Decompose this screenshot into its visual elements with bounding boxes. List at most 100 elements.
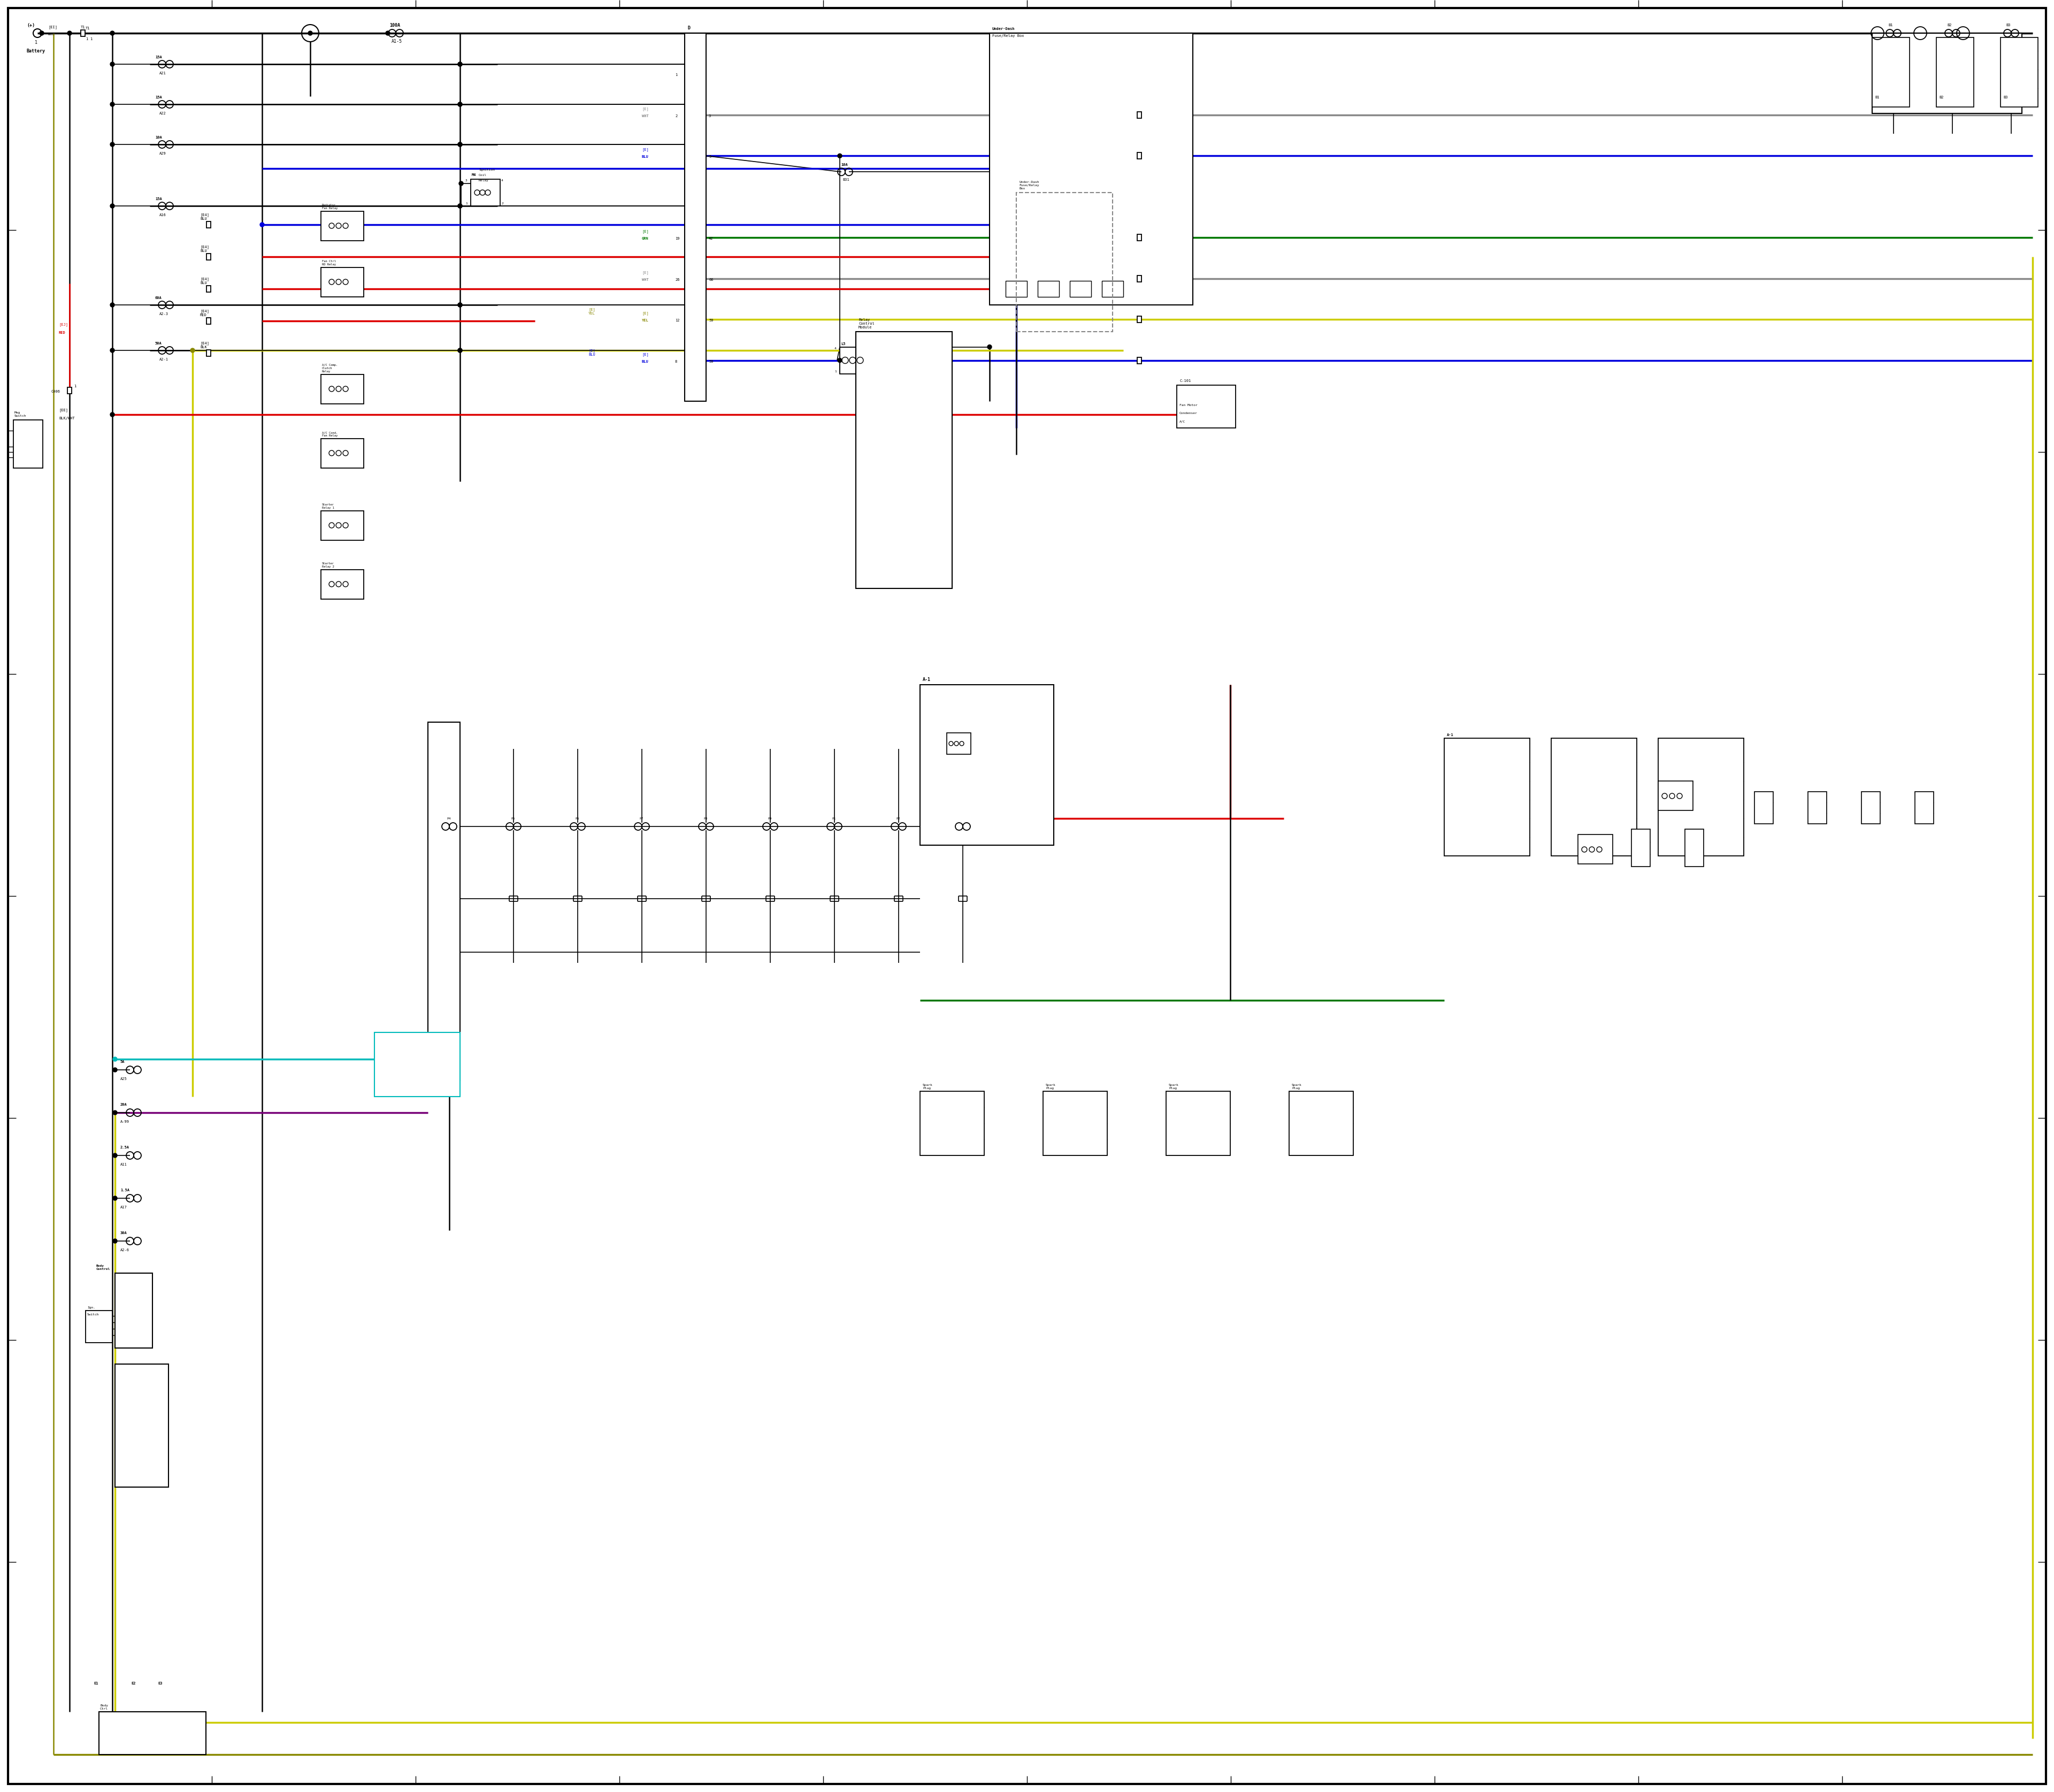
Text: BLK/WHT: BLK/WHT bbox=[60, 418, 74, 419]
Text: Ign.: Ign. bbox=[86, 1306, 94, 1308]
Bar bbox=[1006, 281, 1027, 297]
Bar bbox=[1551, 738, 1637, 857]
Bar bbox=[320, 570, 364, 599]
Text: 1: 1 bbox=[35, 39, 37, 45]
Bar bbox=[1138, 111, 1142, 118]
Text: 19: 19 bbox=[676, 237, 680, 240]
Text: P9: P9 bbox=[768, 817, 772, 821]
Text: 59: 59 bbox=[709, 360, 713, 364]
Bar bbox=[1631, 830, 1649, 867]
Bar bbox=[374, 1032, 460, 1097]
Bar bbox=[115, 1272, 152, 1348]
Text: Relay 1: Relay 1 bbox=[857, 346, 871, 349]
Text: A29: A29 bbox=[160, 152, 166, 156]
Text: A16: A16 bbox=[160, 213, 166, 217]
Bar bbox=[1138, 276, 1142, 281]
Text: 20A: 20A bbox=[121, 1104, 127, 1106]
Bar bbox=[1914, 792, 1933, 824]
Bar bbox=[320, 211, 364, 240]
Text: Body
Ctrl: Body Ctrl bbox=[101, 1704, 109, 1710]
Bar bbox=[857, 332, 953, 588]
Text: 2: 2 bbox=[676, 115, 678, 118]
Circle shape bbox=[458, 102, 462, 106]
Bar bbox=[207, 317, 212, 324]
Text: A/C Comp.
Clutch
Relay: A/C Comp. Clutch Relay bbox=[322, 364, 337, 373]
Text: E2: E2 bbox=[131, 1683, 136, 1684]
Bar bbox=[1808, 792, 1826, 824]
Text: 1: 1 bbox=[90, 38, 92, 41]
Bar bbox=[1658, 738, 1744, 857]
Text: P5: P5 bbox=[511, 817, 516, 821]
Bar bbox=[1138, 315, 1142, 323]
Text: 1: 1 bbox=[676, 73, 678, 77]
Text: WHT: WHT bbox=[641, 115, 649, 118]
Circle shape bbox=[308, 30, 312, 36]
Bar bbox=[320, 267, 364, 297]
Text: 3: 3 bbox=[709, 115, 711, 118]
Text: T1: T1 bbox=[86, 27, 90, 30]
Text: B1: B1 bbox=[1875, 95, 1879, 99]
Text: BLU: BLU bbox=[641, 156, 649, 158]
Text: Spark
Plug: Spark Plug bbox=[1169, 1084, 1179, 1090]
Text: Starter
Relay 1: Starter Relay 1 bbox=[322, 504, 335, 509]
Text: A/C: A/C bbox=[1179, 419, 1185, 423]
Bar bbox=[115, 1364, 168, 1487]
Bar bbox=[1658, 781, 1692, 810]
Text: D: D bbox=[688, 25, 690, 30]
Bar bbox=[68, 387, 72, 394]
Text: [E]
BLU: [E] BLU bbox=[587, 349, 596, 357]
Text: [EI]: [EI] bbox=[47, 25, 58, 29]
Text: 12: 12 bbox=[676, 319, 680, 323]
Text: T1: T1 bbox=[80, 25, 86, 29]
Circle shape bbox=[111, 63, 115, 66]
Text: P3: P3 bbox=[959, 817, 963, 821]
Bar bbox=[1861, 792, 1879, 824]
Text: B3: B3 bbox=[2007, 23, 2011, 27]
Bar bbox=[207, 253, 212, 260]
Bar bbox=[1017, 192, 1113, 332]
Text: A11: A11 bbox=[121, 1163, 127, 1167]
Text: Relay
Control
Module: Relay Control Module bbox=[859, 319, 875, 330]
Circle shape bbox=[111, 348, 115, 353]
Text: [E]
YEL: [E] YEL bbox=[587, 308, 596, 315]
Bar bbox=[86, 1310, 113, 1342]
Bar bbox=[840, 348, 875, 375]
Bar bbox=[80, 30, 84, 36]
Circle shape bbox=[113, 1068, 117, 1072]
Text: P2: P2 bbox=[896, 817, 900, 821]
Text: B2: B2 bbox=[1939, 95, 1943, 99]
Text: L5: L5 bbox=[840, 342, 846, 346]
Text: 42: 42 bbox=[709, 237, 713, 240]
Text: Coil: Coil bbox=[479, 174, 487, 177]
Circle shape bbox=[111, 412, 115, 418]
Circle shape bbox=[113, 1154, 117, 1158]
Text: Condenser: Condenser bbox=[1179, 412, 1197, 414]
Circle shape bbox=[458, 303, 462, 306]
Bar bbox=[207, 285, 212, 292]
Circle shape bbox=[838, 358, 842, 362]
Text: 1: 1 bbox=[74, 385, 76, 387]
Text: [EJ]: [EJ] bbox=[60, 323, 68, 326]
Bar bbox=[320, 375, 364, 403]
Text: A-1: A-1 bbox=[1446, 733, 1454, 737]
Text: E1: E1 bbox=[94, 1683, 99, 1684]
Text: P4: P4 bbox=[446, 817, 450, 821]
Text: Fan Motor: Fan Motor bbox=[1179, 403, 1197, 407]
Text: 15A: 15A bbox=[156, 95, 162, 99]
Circle shape bbox=[111, 102, 115, 106]
Circle shape bbox=[113, 1057, 117, 1061]
Bar bbox=[2001, 38, 2038, 108]
Text: 8: 8 bbox=[676, 360, 678, 364]
Text: Fan Ctrl
RD Relay: Fan Ctrl RD Relay bbox=[322, 260, 337, 265]
Text: 26: 26 bbox=[676, 278, 680, 281]
Circle shape bbox=[458, 102, 462, 106]
Bar bbox=[1101, 281, 1124, 297]
Text: B1: B1 bbox=[1888, 23, 1892, 27]
Circle shape bbox=[111, 30, 115, 36]
Text: A2-1: A2-1 bbox=[160, 358, 168, 360]
Bar bbox=[1871, 38, 1910, 108]
Text: 100A: 100A bbox=[390, 23, 401, 29]
Text: 59: 59 bbox=[709, 319, 713, 323]
Text: [E]: [E] bbox=[641, 229, 649, 233]
Circle shape bbox=[458, 142, 462, 147]
